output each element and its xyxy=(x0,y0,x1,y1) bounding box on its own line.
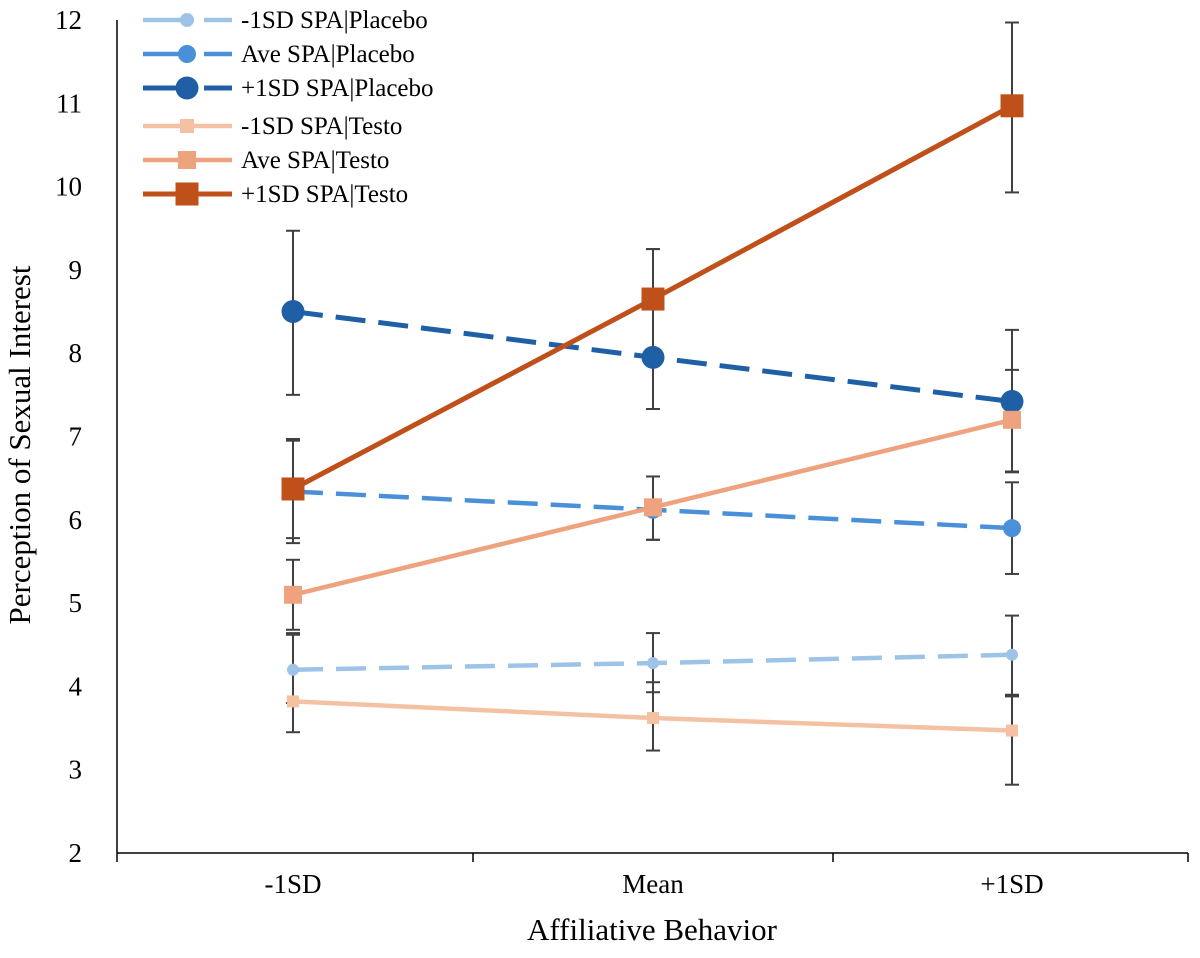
y-tick-label: 8 xyxy=(69,338,83,368)
y-tick-label: 6 xyxy=(69,505,83,535)
y-tick-label: 5 xyxy=(69,588,83,618)
data-point xyxy=(1000,94,1024,118)
legend-swatch-marker xyxy=(180,13,194,27)
legend-label: +1SD SPA|Placebo xyxy=(241,75,434,102)
data-point xyxy=(1000,390,1024,414)
legend-label: +1SD SPA|Testo xyxy=(241,181,408,208)
data-point xyxy=(1006,724,1018,737)
legend-item: -1SD SPA|Placebo xyxy=(143,7,428,34)
legend-item: +1SD SPA|Placebo xyxy=(143,75,434,102)
legend-item: +1SD SPA|Testo xyxy=(143,181,408,208)
data-point xyxy=(1003,410,1021,429)
data-point xyxy=(287,663,299,676)
data-point xyxy=(287,695,299,708)
legend: -1SD SPA|Placebo Ave SPA|Placebo +1SD SPA|… xyxy=(143,7,434,208)
y-tick-label: 11 xyxy=(56,88,82,118)
y-tick-label: 4 xyxy=(69,671,83,701)
legend-item: -1SD SPA|Testo xyxy=(143,113,402,140)
data-point xyxy=(1003,519,1021,538)
legend-label: Ave SPA|Testo xyxy=(241,147,389,174)
y-tick-label: 2 xyxy=(69,838,83,868)
legend-label: -1SD SPA|Testo xyxy=(241,113,402,140)
y-tick-label: 7 xyxy=(69,422,83,452)
legend-swatch-marker xyxy=(175,182,199,206)
data-point xyxy=(647,712,659,725)
data-point xyxy=(641,345,665,369)
y-tick-label: 9 xyxy=(69,255,83,285)
axes: 2 3 4 5 6 7 8 9 10 11 12 -1SD Mean +1SD xyxy=(55,5,1189,899)
x-tick-label: +1SD xyxy=(980,869,1043,899)
x-tick-label: Mean xyxy=(622,869,684,899)
y-axis-title: Perception of Sexual Interest xyxy=(2,265,37,624)
legend-label: Ave SPA|Placebo xyxy=(241,41,415,68)
legend-swatch-marker xyxy=(178,151,196,169)
legend-swatch-marker xyxy=(178,45,196,63)
y-tick-label: 10 xyxy=(55,172,82,202)
data-point xyxy=(281,477,305,501)
legend-label: -1SD SPA|Placebo xyxy=(241,7,428,34)
legend-item: Ave SPA|Testo xyxy=(143,147,389,174)
data-point xyxy=(641,287,665,311)
x-axis-title: Affiliative Behavior xyxy=(527,912,778,947)
legend-swatch-marker xyxy=(180,119,194,133)
series-markers xyxy=(281,94,1024,737)
legend-swatch-marker xyxy=(175,76,199,100)
x-tick-label: -1SD xyxy=(264,869,321,899)
data-point xyxy=(1006,648,1018,661)
data-point xyxy=(281,300,305,324)
data-point xyxy=(647,657,659,670)
y-tick-label: 12 xyxy=(55,5,82,35)
y-tick-label: 3 xyxy=(69,755,83,785)
data-point xyxy=(284,585,302,604)
data-point xyxy=(644,498,662,517)
legend-item: Ave SPA|Placebo xyxy=(143,41,415,68)
